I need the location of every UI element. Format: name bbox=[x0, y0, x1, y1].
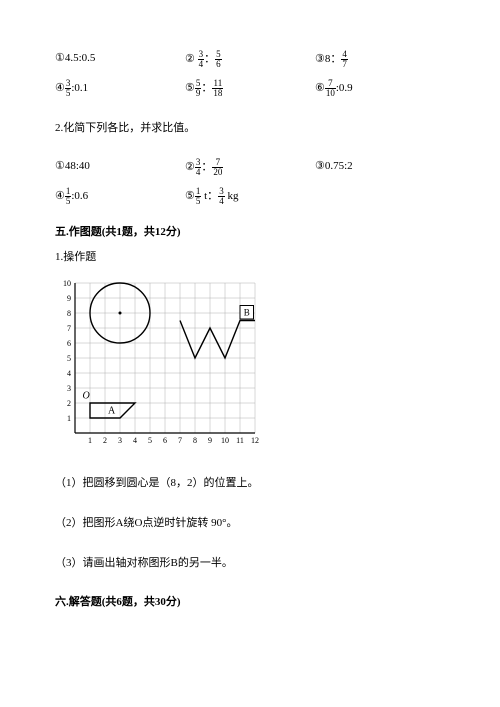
svg-text:7: 7 bbox=[67, 324, 71, 333]
post: kg bbox=[225, 190, 239, 202]
fraction: 1118 bbox=[212, 79, 223, 98]
svg-text:6: 6 bbox=[163, 436, 167, 445]
svg-text:9: 9 bbox=[67, 294, 71, 303]
s5-sub2: （2）把图形A绕O点逆时针旋转 90°。 bbox=[55, 515, 445, 533]
marker: ④ bbox=[55, 190, 65, 202]
marker: ⑤ bbox=[185, 190, 195, 202]
item-2: ② 34：56 bbox=[185, 50, 315, 69]
item-3: ③0.75:2 bbox=[315, 158, 445, 177]
sep: ： bbox=[204, 53, 215, 65]
svg-text:11: 11 bbox=[236, 436, 244, 445]
s5-q1: 1.操作题 bbox=[55, 249, 445, 267]
svg-text:9: 9 bbox=[208, 436, 212, 445]
item-5: ⑤15 t：34 kg bbox=[185, 187, 315, 206]
svg-text:10: 10 bbox=[63, 279, 71, 288]
svg-text:A: A bbox=[108, 405, 116, 416]
marker: ② bbox=[185, 161, 195, 173]
svg-text:6: 6 bbox=[67, 339, 71, 348]
ratio-row-3: ①48:40 ②34：720 ③0.75:2 bbox=[55, 158, 445, 177]
marker: ③ bbox=[315, 160, 325, 172]
svg-text:3: 3 bbox=[118, 436, 122, 445]
expr: 48:40 bbox=[65, 160, 90, 172]
svg-text:2: 2 bbox=[103, 436, 107, 445]
svg-text:4: 4 bbox=[67, 369, 71, 378]
item-1: ①4.5:0.5 bbox=[55, 50, 185, 69]
item-1: ①48:40 bbox=[55, 158, 185, 177]
svg-text:8: 8 bbox=[193, 436, 197, 445]
marker: ② bbox=[185, 53, 195, 65]
expr: 4.5:0.5 bbox=[65, 52, 96, 64]
pre: 8： bbox=[325, 53, 342, 65]
svg-text:O: O bbox=[83, 390, 90, 401]
ratio-row-2: ④35:0.1 ⑤59：1118 ⑥710:0.9 bbox=[55, 79, 445, 98]
question-2-intro: 2.化简下列各比，并求比值。 bbox=[55, 120, 445, 138]
item-5: ⑤59：1118 bbox=[185, 79, 315, 98]
mid: t： bbox=[201, 190, 218, 202]
section-6-title: 六.解答题(共6题，共30分) bbox=[55, 594, 445, 612]
svg-text:4: 4 bbox=[133, 436, 137, 445]
marker: ① bbox=[55, 160, 65, 172]
sep: ： bbox=[201, 161, 212, 173]
post: :0.9 bbox=[336, 82, 353, 94]
svg-text:B: B bbox=[244, 307, 250, 317]
post: :0.1 bbox=[71, 82, 88, 94]
marker: ③ bbox=[315, 53, 325, 65]
post: :0.6 bbox=[71, 190, 88, 202]
s5-sub1: （1）把圆移到圆心是（8，2）的位置上。 bbox=[55, 475, 445, 493]
marker: ④ bbox=[55, 82, 65, 94]
svg-text:3: 3 bbox=[67, 384, 71, 393]
item-2: ②34：720 bbox=[185, 158, 315, 177]
svg-text:1: 1 bbox=[88, 436, 92, 445]
s5-sub3: （3）请画出轴对称图形B的另一半。 bbox=[55, 555, 445, 573]
fraction: 720 bbox=[212, 158, 223, 177]
fraction: 710 bbox=[325, 79, 336, 98]
fraction: 56 bbox=[215, 50, 222, 69]
marker: ⑤ bbox=[185, 82, 195, 94]
ratio-row-4: ④15:0.6 ⑤15 t：34 kg bbox=[55, 187, 445, 206]
item-4: ④15:0.6 bbox=[55, 187, 185, 206]
grid-figure: 12345678910111212345678910AOB bbox=[55, 275, 445, 462]
svg-text:8: 8 bbox=[67, 309, 71, 318]
marker: ① bbox=[55, 52, 65, 64]
fraction: 47 bbox=[341, 50, 348, 69]
svg-text:10: 10 bbox=[221, 436, 229, 445]
item-4: ④35:0.1 bbox=[55, 79, 185, 98]
grid-svg: 12345678910111212345678910AOB bbox=[55, 275, 265, 455]
item-3: ③8：47 bbox=[315, 50, 445, 69]
svg-text:12: 12 bbox=[251, 436, 259, 445]
marker: ⑥ bbox=[315, 82, 325, 94]
svg-text:2: 2 bbox=[67, 399, 71, 408]
svg-text:7: 7 bbox=[178, 436, 182, 445]
svg-text:5: 5 bbox=[67, 354, 71, 363]
empty bbox=[315, 187, 445, 206]
item-6: ⑥710:0.9 bbox=[315, 79, 445, 98]
section-5-title: 五.作图题(共1题，共12分) bbox=[55, 224, 445, 242]
expr: 0.75:2 bbox=[325, 160, 353, 172]
sep: ： bbox=[201, 82, 212, 94]
svg-text:1: 1 bbox=[67, 414, 71, 423]
ratio-row-1: ①4.5:0.5 ② 34：56 ③8：47 bbox=[55, 50, 445, 69]
svg-text:5: 5 bbox=[148, 436, 152, 445]
